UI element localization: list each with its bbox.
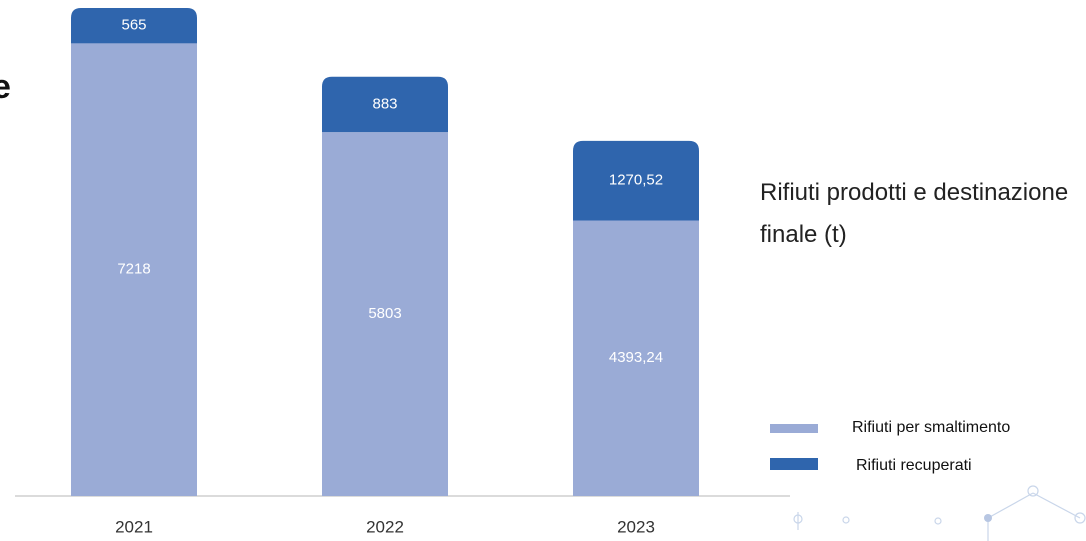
bar-segment (71, 8, 197, 44)
x-tick-label: 2021 (115, 517, 153, 536)
data-label: 883 (372, 95, 397, 112)
data-label: 565 (121, 17, 146, 34)
legend-swatch (770, 424, 818, 433)
data-label: 7218 (117, 261, 150, 278)
data-label: 5803 (368, 305, 401, 322)
bar-segment (71, 43, 197, 496)
bar-segment (322, 132, 448, 496)
decoration (984, 514, 992, 522)
data-label: 4393,24 (609, 349, 663, 366)
legend-label: Rifiuti per smaltimento (852, 419, 1010, 436)
chart-title: Rifiuti prodotti e destinazione finale (… (760, 179, 1069, 248)
legend-swatch (770, 458, 818, 470)
x-tick-label: 2022 (366, 517, 404, 536)
cropped-text: e (0, 68, 11, 106)
bar-segment (573, 140, 699, 221)
bar-segment (322, 76, 448, 133)
x-tick-label: 2023 (617, 517, 655, 536)
bar-segment (573, 220, 699, 496)
data-label: 1270,52 (609, 172, 663, 189)
legend-label: Rifiuti recuperati (856, 457, 972, 474)
decoration (793, 485, 1086, 541)
